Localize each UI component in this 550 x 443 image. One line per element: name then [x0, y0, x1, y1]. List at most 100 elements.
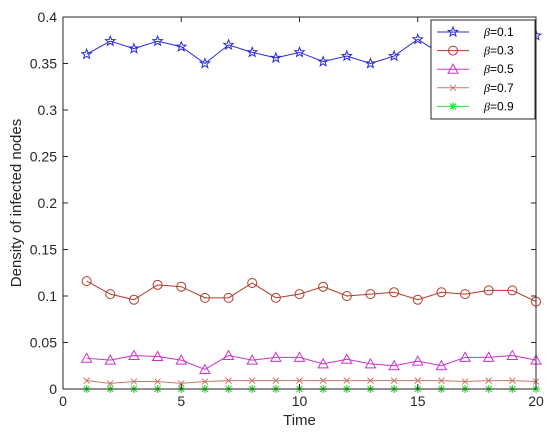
legend-label-symbol: β [483, 99, 490, 113]
y-tick-label: 0.1 [38, 288, 58, 304]
data-point [130, 378, 138, 385]
legend-marker [449, 84, 457, 92]
data-point [127, 42, 141, 54]
data-point [411, 355, 424, 366]
data-point [106, 380, 114, 387]
legend-label-value: =0.7 [490, 81, 514, 95]
data-point [151, 34, 164, 47]
data-point [296, 377, 303, 384]
data-point [175, 40, 188, 52]
legend-label-value: =0.5 [490, 62, 514, 76]
data-point [364, 57, 377, 69]
data-point [411, 32, 424, 45]
data-point [293, 351, 306, 362]
series-2 [81, 276, 541, 307]
data-point [414, 377, 422, 384]
data-point [340, 353, 353, 364]
data-point [507, 285, 518, 296]
y-tick-label: 0.35 [30, 56, 57, 72]
data-point [365, 289, 376, 300]
data-point [104, 354, 117, 365]
data-point [222, 38, 235, 51]
data-point [128, 349, 140, 361]
x-axis-title: Time [283, 412, 316, 429]
data-point [390, 377, 398, 384]
legend-label-symbol: β [483, 62, 490, 76]
legend-marker [446, 25, 460, 38]
legend-label: β=0.7 [483, 81, 514, 95]
data-point [485, 377, 493, 384]
data-point [201, 378, 209, 385]
data-point [198, 57, 212, 69]
data-point [293, 45, 306, 58]
legend-marker [447, 63, 459, 74]
legend-entry: β=0.1 [437, 25, 514, 39]
series-line [86, 280, 537, 303]
data-point [461, 378, 469, 385]
data-point [199, 292, 210, 303]
data-point [317, 357, 329, 369]
legend-marker [448, 45, 458, 56]
data-point [175, 354, 188, 365]
y-tick-label: 0.15 [30, 242, 57, 258]
data-point [506, 349, 519, 361]
y-tick-label: 0.4 [38, 9, 58, 25]
data-point [81, 276, 92, 287]
legend-label-symbol: β [483, 25, 490, 39]
legend-marker [449, 102, 457, 111]
x-tick-label: 10 [292, 393, 308, 409]
data-point [438, 377, 445, 384]
data-point [270, 292, 281, 303]
data-point [341, 291, 352, 301]
legend-label-value: =0.3 [490, 44, 514, 58]
y-tick-label: 0.05 [30, 335, 57, 351]
legend-entry: β=0.3 [437, 44, 514, 58]
y-tick-label: 0 [49, 381, 57, 397]
legend-label-symbol: β [483, 44, 490, 58]
data-point [199, 363, 211, 374]
data-point [225, 377, 232, 384]
data-point [340, 49, 353, 62]
data-point [387, 49, 401, 62]
data-point [80, 47, 93, 60]
y-tick-label: 0.25 [30, 149, 57, 165]
data-point [460, 289, 471, 300]
data-point [508, 377, 516, 384]
data-point [270, 351, 282, 362]
data-point [482, 351, 495, 362]
y-tick-label: 0.3 [38, 102, 58, 118]
legend-label: β=0.1 [483, 25, 514, 39]
x-tick-label: 15 [410, 393, 426, 409]
data-point [364, 357, 377, 369]
legend-label-value: =0.1 [490, 25, 514, 39]
series-3 [80, 349, 542, 374]
x-tick-label: 0 [59, 393, 67, 409]
data-point [319, 377, 327, 384]
data-point [83, 377, 91, 384]
data-point [435, 359, 448, 371]
data-point [388, 359, 400, 371]
data-point [412, 294, 423, 305]
data-point [80, 352, 93, 363]
y-tick-label: 0.2 [38, 195, 58, 211]
data-point [247, 277, 258, 288]
legend-label-symbol: β [483, 81, 490, 95]
data-point [222, 349, 235, 361]
legend-entry: β=0.9 [437, 99, 514, 113]
data-point [223, 292, 234, 303]
data-point [269, 51, 282, 64]
data-point [246, 354, 259, 365]
x-tick-label: 5 [177, 393, 185, 409]
legend-label: β=0.9 [483, 99, 514, 113]
ticks-layer: 0 5 10 15 20 0 0.05 0.1 0.15 0.2 0.25 0.3 0.35 0.4 [30, 9, 544, 409]
data-point [177, 380, 185, 387]
data-point [272, 377, 280, 384]
data-point [246, 45, 259, 58]
data-point [176, 281, 187, 292]
legend-entry: β=0.5 [437, 62, 514, 76]
data-point [343, 377, 351, 384]
data-point [154, 378, 161, 385]
data-point [294, 289, 305, 300]
data-point [317, 55, 330, 67]
